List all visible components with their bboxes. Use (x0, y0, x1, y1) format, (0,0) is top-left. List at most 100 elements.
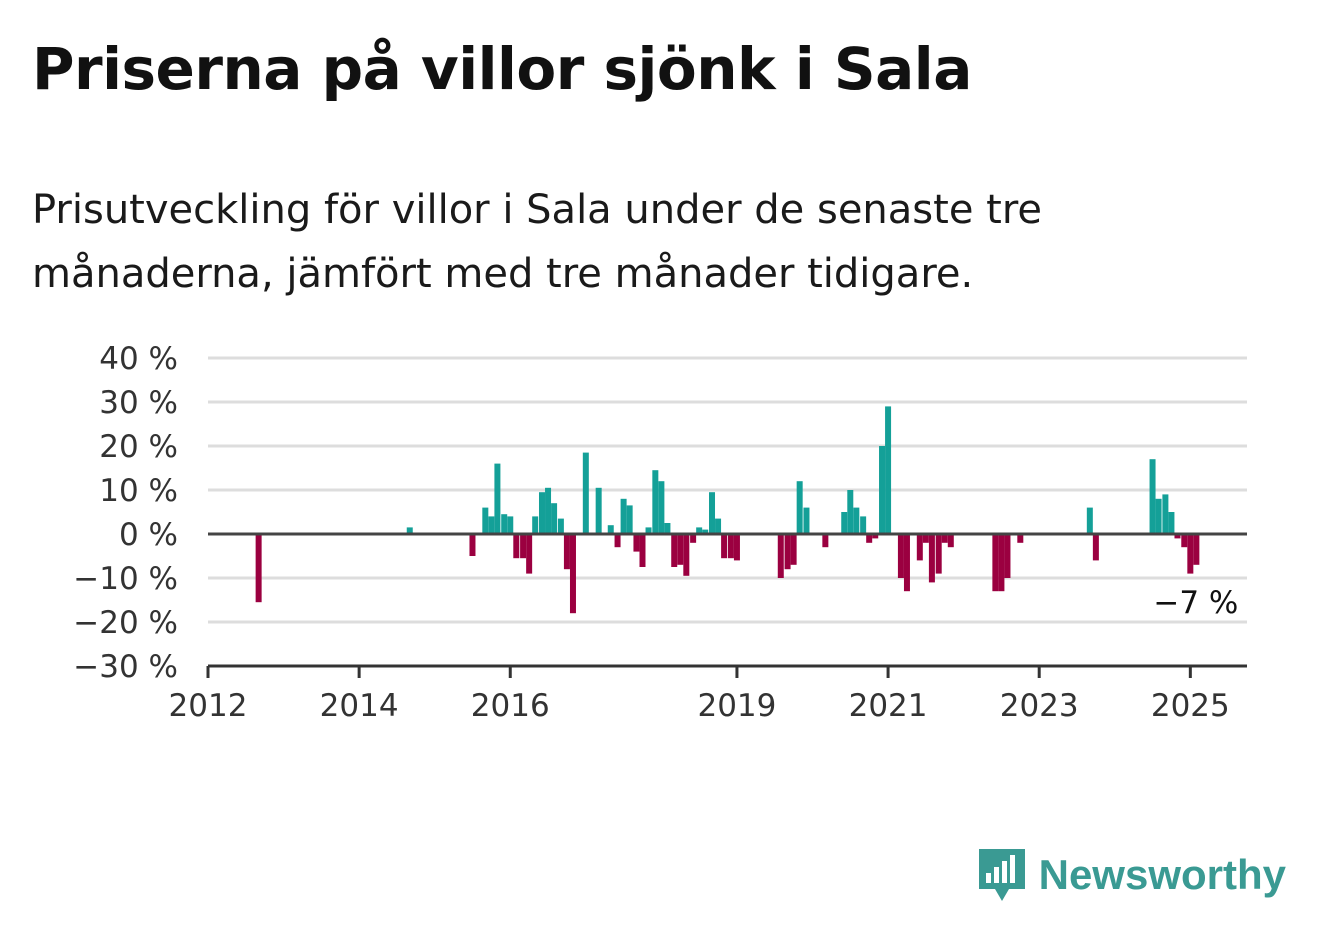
y-tick-label: −20 % (73, 605, 178, 641)
bar (677, 534, 684, 565)
bar (557, 518, 564, 534)
bar (633, 534, 640, 552)
bars (255, 406, 1200, 614)
bar (507, 516, 514, 534)
bar (582, 452, 589, 534)
y-tick-label: 20 % (99, 429, 178, 465)
bar (998, 534, 1005, 592)
bar (866, 534, 873, 543)
bar (620, 498, 627, 534)
x-tick-label: 2025 (1151, 688, 1230, 724)
bar (872, 534, 879, 539)
bar (777, 534, 784, 578)
grid-lines (208, 356, 1247, 624)
bar (545, 487, 552, 534)
bar (721, 534, 728, 559)
bar (520, 534, 527, 559)
bar (1017, 534, 1024, 543)
bar (897, 534, 904, 578)
bar (569, 534, 576, 614)
bar (1149, 459, 1156, 534)
bar (683, 534, 690, 576)
bar (947, 534, 954, 548)
newsworthy-brand: Newsworthy (977, 845, 1286, 905)
bar (847, 490, 854, 534)
bar (614, 534, 621, 548)
bar (1155, 498, 1162, 534)
bar (1174, 534, 1181, 539)
bar (992, 534, 999, 592)
bar (513, 534, 520, 559)
y-tick-label: −30 % (73, 649, 178, 685)
bar (1092, 534, 1099, 561)
y-tick-label: 30 % (99, 385, 178, 421)
bar (469, 534, 476, 556)
bar (790, 534, 797, 565)
bar (645, 527, 652, 534)
bar (879, 446, 886, 534)
bar (941, 534, 948, 543)
bar (853, 507, 860, 534)
bar (488, 516, 495, 534)
bar (733, 534, 740, 561)
bar (916, 534, 923, 561)
chart-subtitle: Prisutveckling för villor i Sala under d… (32, 187, 1042, 297)
bar (501, 514, 508, 534)
last-value-label: −7 % (1153, 585, 1238, 621)
bar (639, 534, 646, 567)
bar (658, 481, 665, 534)
bar (1004, 534, 1011, 578)
axes (206, 532, 1247, 678)
x-tick-label: 2021 (849, 688, 928, 724)
bar (702, 529, 709, 534)
y-tick-label: −10 % (73, 561, 178, 597)
bar (538, 492, 545, 534)
bar (607, 525, 614, 534)
bar (860, 516, 867, 534)
bar (715, 518, 722, 534)
x-tick-label: 2014 (320, 688, 399, 724)
x-tick-label: 2016 (471, 688, 550, 724)
newsworthy-logo-icon (978, 849, 1025, 901)
brand-name: Newsworthy (1038, 851, 1286, 898)
bar (1168, 512, 1175, 534)
bar (803, 507, 810, 534)
bar (922, 534, 929, 543)
bar (626, 505, 633, 534)
bar (482, 507, 489, 534)
bar (709, 492, 716, 534)
bar (551, 503, 558, 534)
bar (255, 534, 262, 603)
bar (822, 534, 829, 548)
bar (903, 534, 910, 592)
bar (1086, 507, 1093, 534)
bar (532, 516, 539, 534)
bar (690, 534, 697, 543)
x-tick-label: 2023 (1000, 688, 1079, 724)
bar (671, 534, 678, 567)
bar (1162, 494, 1169, 534)
bar (935, 534, 942, 574)
bar (406, 527, 413, 534)
bar (841, 512, 848, 534)
bar (664, 523, 671, 534)
bar (696, 527, 703, 534)
bar (784, 534, 791, 570)
bar (928, 534, 935, 583)
bar (494, 463, 501, 534)
bar (1193, 534, 1200, 565)
y-tick-label: 0 % (119, 517, 178, 553)
bar (1187, 534, 1194, 574)
chart-title: Priserna på villor sjönk i Sala (32, 35, 972, 103)
bar (1181, 534, 1188, 548)
bar (796, 481, 803, 534)
y-tick-label: 10 % (99, 473, 178, 509)
bar (652, 470, 659, 534)
bar (563, 534, 570, 570)
bar (595, 487, 602, 534)
bar (885, 406, 892, 534)
tick-labels: 40 % 30 % 20 % 10 % 0 % −10 % −20 % −30 %2012 20… (73, 341, 1238, 724)
bar (727, 534, 734, 559)
x-tick-label: 2012 (169, 688, 248, 724)
bar (526, 534, 533, 574)
